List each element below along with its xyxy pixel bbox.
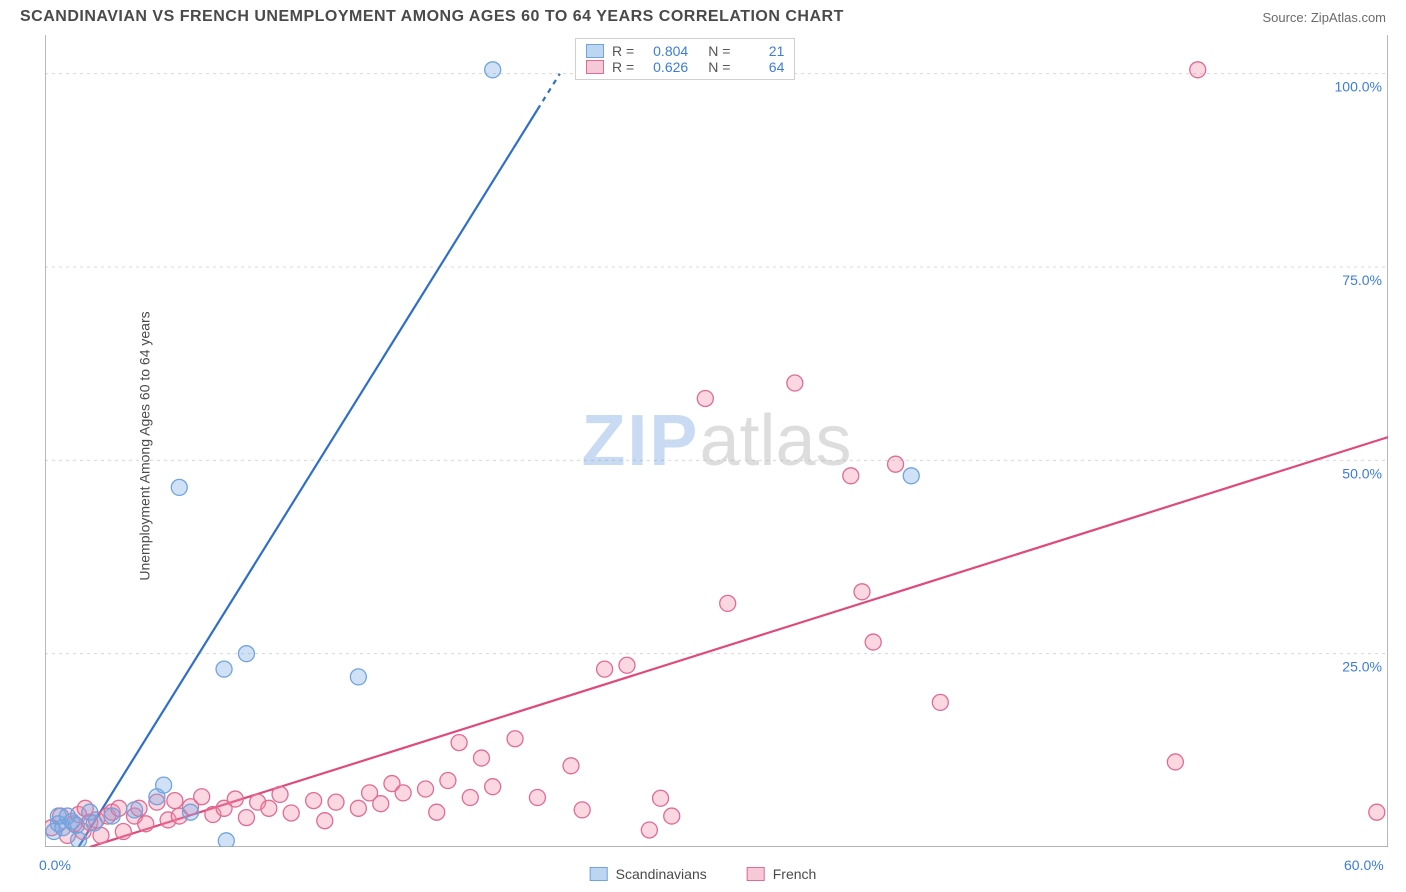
legend-label: French — [773, 866, 817, 882]
svg-text:75.0%: 75.0% — [1342, 272, 1382, 288]
legend-swatch-icon — [747, 867, 765, 881]
source-label: Source: ZipAtlas.com — [1262, 10, 1386, 25]
legend-item: French — [747, 866, 817, 882]
legend-item: Scandinavians — [590, 866, 707, 882]
svg-text:100.0%: 100.0% — [1335, 79, 1382, 95]
svg-text:50.0%: 50.0% — [1342, 465, 1382, 481]
chart-area: 25.0%50.0%75.0%100.0% ZIPatlas R =0.804 … — [45, 35, 1388, 847]
header: SCANDINAVIAN VS FRENCH UNEMPLOYMENT AMON… — [0, 0, 1406, 30]
stats-row: R =0.804 N =21 — [586, 43, 784, 59]
stats-row: R =0.626 N =64 — [586, 59, 784, 75]
x-axis-max-label: 60.0% — [1344, 857, 1384, 873]
chart-title: SCANDINAVIAN VS FRENCH UNEMPLOYMENT AMON… — [20, 8, 844, 26]
legend-swatch-icon — [590, 867, 608, 881]
x-axis-min-label: 0.0% — [39, 857, 71, 873]
series-swatch-icon — [586, 60, 604, 74]
scatter-plot: 25.0% 50.0% 75.0% 100.0% — [45, 35, 1388, 847]
series-swatch-icon — [586, 44, 604, 58]
legend-label: Scandinavians — [616, 866, 707, 882]
stats-legend-box: R =0.804 N =21R =0.626 N =64 — [575, 38, 795, 80]
bottom-legend: Scandinavians French — [590, 866, 817, 882]
svg-text:25.0%: 25.0% — [1342, 659, 1382, 675]
